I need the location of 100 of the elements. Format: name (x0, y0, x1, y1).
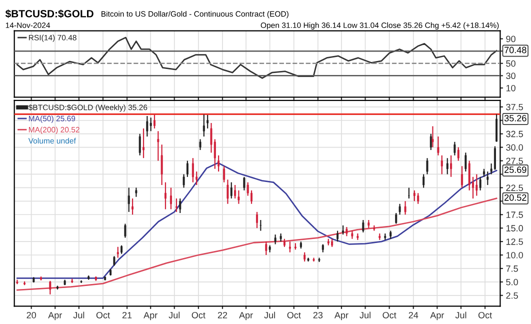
line-series (16, 162, 498, 279)
candlestick (146, 116, 148, 138)
candlestick (199, 138, 202, 151)
y-tick-label: 12.5 (506, 238, 523, 245)
y-tick-label: 37.5 (506, 104, 523, 110)
x-tick-label: 24 (408, 312, 418, 318)
candlestick (179, 198, 182, 214)
y-tick-label: 7.5 (506, 266, 518, 272)
candlestick (426, 158, 428, 175)
candlestick (496, 114, 498, 142)
annotation: 35.26 (504, 115, 526, 122)
candlestick (457, 146, 460, 162)
candlestick (113, 256, 116, 266)
y-tick-label: 27.5 (506, 158, 523, 164)
x-tick-label: Apr (144, 312, 158, 320)
x-tick-label: Oct (96, 312, 110, 318)
x-tick-label: Jul (360, 312, 370, 318)
candlestick (243, 176, 246, 191)
candlestick (430, 133, 432, 151)
candlestick (116, 246, 119, 258)
candlestick (138, 133, 141, 156)
candlestick (461, 166, 464, 188)
candlestick (40, 276, 42, 281)
y-tick-label: 30 (506, 72, 516, 80)
x-tick-label: Apr (239, 312, 253, 320)
candlestick (440, 154, 443, 175)
candlestick (154, 114, 156, 129)
candlestick (226, 179, 229, 204)
x-tick-label: Apr (430, 312, 444, 320)
candlestick (142, 128, 145, 159)
candlestick (454, 141, 456, 156)
candlestick (304, 252, 306, 262)
candlestick (265, 240, 268, 256)
candlestick (437, 136, 440, 156)
y-tick-label: 17.5 (506, 212, 523, 218)
y-tick-label: 90 (506, 36, 516, 42)
x-tick-label: 21 (122, 312, 132, 318)
candlestick (404, 200, 406, 216)
candlestick (234, 184, 236, 200)
candlestick (346, 226, 348, 237)
annotation: 20.52 (504, 194, 526, 201)
annotation: 25.69 (504, 166, 526, 173)
candlestick (417, 192, 420, 204)
x-tick-label: Oct (192, 312, 206, 318)
y-tick-label: 30.0 (506, 144, 523, 151)
y-tick-label: 10 (506, 84, 516, 92)
candlestick (150, 117, 152, 132)
candlestick (170, 187, 172, 210)
candlestick (482, 168, 485, 178)
candlestick (479, 176, 482, 191)
candlestick (468, 160, 470, 191)
x-tick-label: Oct (287, 312, 301, 318)
y-tick-label: 50 (506, 60, 516, 67)
candlestick (49, 280, 52, 295)
candlestick (256, 211, 258, 229)
candlestick (157, 130, 160, 162)
x-tick-label: 20 (26, 312, 36, 318)
candlestick (218, 154, 220, 172)
candlestick (494, 146, 496, 170)
candlestick (413, 190, 416, 202)
candlestick (422, 174, 425, 188)
candlestick (175, 198, 178, 212)
candlestick (206, 114, 209, 129)
x-tick-label: 22 (218, 312, 228, 318)
candlestick (182, 174, 185, 188)
x-tick-label: Jul (73, 312, 84, 318)
candlestick (395, 212, 398, 224)
candlestick (336, 230, 339, 242)
y-tick-label: 32.5 (506, 130, 523, 138)
x-tick-label: Apr (48, 312, 62, 320)
y-tick-label: 10.0 (506, 252, 523, 258)
y-tick-label: 2.5 (506, 292, 518, 299)
y-tick-label: 15.0 (506, 225, 523, 232)
line-series (16, 36, 498, 79)
candlestick (362, 219, 364, 233)
candlestick (230, 182, 232, 200)
annotation: 70.48 (504, 46, 526, 54)
x-tick-label: Jul (264, 312, 275, 318)
candlestick (450, 154, 452, 178)
candlestick (432, 126, 434, 148)
candlestick (446, 158, 448, 175)
candlestick (398, 203, 401, 216)
x-tick-label: Jul (455, 312, 466, 318)
candlestick (464, 152, 467, 172)
candlestick (124, 223, 126, 238)
y-tick-label: 5.0 (506, 278, 518, 286)
candlestick (56, 285, 58, 290)
candlestick (223, 166, 226, 183)
candlestick (238, 190, 240, 204)
candlestick (160, 144, 163, 186)
candlestick (318, 257, 320, 263)
candlestick (164, 182, 166, 210)
candlestick (476, 174, 478, 196)
y-tick-label: 22.5 (506, 184, 523, 192)
candlestick (135, 187, 138, 198)
chart-title: $BTCUSD:$GOLD (5, 10, 94, 18)
candlestick (342, 224, 344, 236)
candlestick (486, 170, 489, 186)
candlestick (186, 160, 188, 178)
x-tick-label: Jul (168, 312, 180, 318)
